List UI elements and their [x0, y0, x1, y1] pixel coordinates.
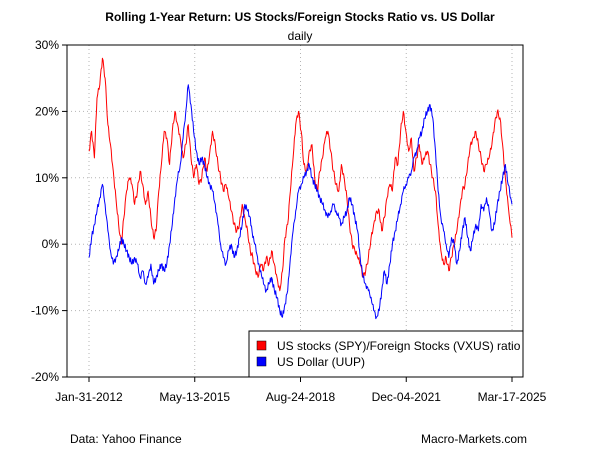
y-tick-label: 10% [35, 171, 59, 185]
y-tick-label: 0% [42, 237, 60, 251]
data-source-note: Data: Yahoo Finance [70, 432, 182, 446]
grid-lines [67, 44, 523, 378]
x-tick-label: Dec-04-2021 [372, 390, 442, 404]
series-line-dollar [88, 84, 513, 320]
y-tick-label: 20% [35, 104, 59, 118]
legend-label-ratio: US stocks (SPY)/Foreign Stocks (VXUS) ra… [277, 339, 521, 353]
x-tick-label: Aug-24-2018 [266, 390, 336, 404]
plot-frame [66, 44, 524, 378]
y-axis: -20% -10% 0% 10% 20% 30% [31, 38, 67, 384]
x-tick-label: May-13-2015 [159, 390, 230, 404]
brand-label: Macro-Markets.com [421, 432, 527, 446]
chart-subtitle: daily [288, 29, 313, 43]
legend-box [248, 330, 524, 378]
y-tick-label: 30% [35, 38, 59, 52]
legend: US stocks (SPY)/Foreign Stocks (VXUS) ra… [248, 330, 524, 378]
series-lines [88, 57, 513, 320]
chart-title: Rolling 1-Year Return: US Stocks/Foreign… [105, 10, 495, 24]
y-tick-label: -20% [31, 370, 59, 384]
y-tick-label: -10% [31, 304, 59, 318]
legend-swatch-dollar [256, 356, 267, 367]
x-tick-label: Jan-31-2012 [55, 390, 123, 404]
x-axis: Jan-31-2012 May-13-2015 Aug-24-2018 Dec-04-… [55, 377, 547, 404]
legend-label-dollar: US Dollar (UUP) [277, 355, 365, 369]
series-line-ratio [88, 57, 513, 292]
legend-swatch-ratio [256, 340, 267, 351]
x-tick-label: Mar-17-2025 [478, 390, 547, 404]
